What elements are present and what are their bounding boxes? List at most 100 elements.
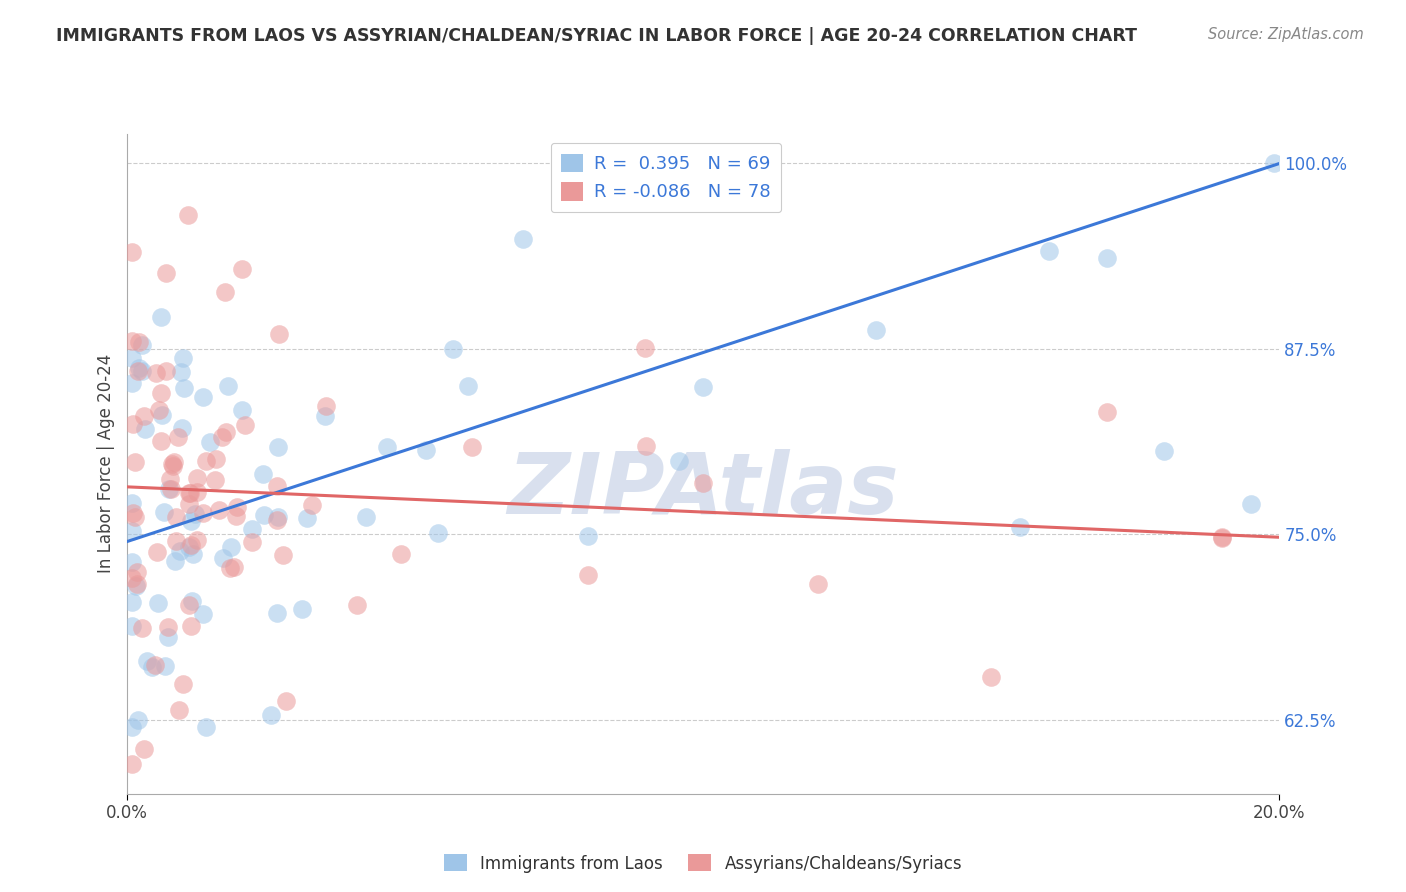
Point — [127, 364, 149, 378]
Point — [576, 567, 599, 582]
Point — [1153, 443, 1175, 458]
Point — [132, 742, 155, 756]
Point — [181, 547, 204, 561]
Point — [179, 486, 201, 500]
Point — [131, 338, 153, 352]
Point — [1240, 497, 1263, 511]
Point — [214, 285, 236, 300]
Point — [127, 713, 149, 727]
Point — [131, 364, 153, 378]
Point — [127, 577, 149, 591]
Point — [121, 495, 143, 509]
Point — [121, 376, 143, 390]
Point — [193, 390, 215, 404]
Point — [145, 366, 167, 380]
Point — [1211, 531, 1233, 545]
Point — [225, 500, 247, 514]
Point — [198, 434, 221, 449]
Point — [634, 341, 657, 355]
Point — [177, 208, 200, 222]
Point — [259, 708, 281, 723]
Point — [121, 334, 143, 349]
Point — [155, 266, 177, 280]
Point — [122, 506, 145, 520]
Point — [141, 660, 163, 674]
Point — [207, 503, 229, 517]
Point — [195, 454, 218, 468]
Point — [124, 509, 146, 524]
Point — [224, 560, 246, 574]
Y-axis label: In Labor Force | Age 20-24: In Labor Force | Age 20-24 — [97, 354, 115, 574]
Point — [162, 458, 184, 472]
Point — [148, 403, 170, 417]
Point — [121, 720, 143, 734]
Point — [211, 429, 233, 443]
Point — [267, 510, 290, 524]
Point — [1095, 405, 1118, 419]
Point — [177, 541, 200, 555]
Point — [204, 473, 226, 487]
Point — [152, 505, 174, 519]
Point — [576, 529, 599, 543]
Point — [1008, 520, 1031, 534]
Point — [128, 360, 150, 375]
Point — [124, 455, 146, 469]
Point — [205, 452, 228, 467]
Point — [980, 670, 1002, 684]
Point — [225, 509, 247, 524]
Point — [121, 571, 143, 585]
Point — [180, 538, 202, 552]
Point — [212, 551, 235, 566]
Point — [149, 386, 172, 401]
Point — [668, 454, 690, 468]
Point — [160, 482, 183, 496]
Text: IMMIGRANTS FROM LAOS VS ASSYRIAN/CHALDEAN/SYRIAC IN LABOR FORCE | AGE 20-24 CORR: IMMIGRANTS FROM LAOS VS ASSYRIAN/CHALDEA… — [56, 27, 1137, 45]
Point — [354, 510, 377, 524]
Point — [276, 694, 298, 708]
Point — [807, 576, 830, 591]
Point — [121, 351, 143, 365]
Point — [124, 579, 146, 593]
Point — [163, 455, 186, 469]
Point — [125, 565, 148, 579]
Point — [157, 620, 180, 634]
Point — [121, 619, 143, 633]
Point — [180, 514, 202, 528]
Point — [165, 509, 187, 524]
Point — [122, 417, 145, 432]
Point — [512, 232, 534, 246]
Point — [134, 422, 156, 436]
Point — [131, 621, 153, 635]
Point — [1263, 156, 1285, 170]
Point — [1038, 244, 1060, 258]
Point — [135, 654, 157, 668]
Point — [231, 403, 253, 417]
Point — [121, 524, 143, 538]
Point — [221, 540, 243, 554]
Point — [121, 245, 143, 260]
Text: ZIPAtlas: ZIPAtlas — [508, 449, 898, 532]
Point — [315, 399, 337, 413]
Point — [121, 595, 143, 609]
Point — [180, 619, 202, 633]
Point — [266, 479, 288, 493]
Point — [159, 472, 181, 486]
Point — [150, 310, 173, 324]
Point — [271, 548, 294, 562]
Point — [346, 598, 368, 612]
Point — [314, 409, 336, 423]
Point — [179, 486, 201, 500]
Point — [692, 476, 714, 491]
Point — [143, 658, 166, 673]
Point — [457, 379, 479, 393]
Point — [155, 364, 177, 378]
Point — [427, 525, 450, 540]
Point — [215, 425, 238, 439]
Point — [172, 421, 194, 435]
Point — [167, 703, 190, 717]
Point — [153, 659, 176, 673]
Point — [297, 510, 319, 524]
Point — [389, 547, 412, 561]
Point — [172, 351, 194, 365]
Point — [121, 757, 143, 772]
